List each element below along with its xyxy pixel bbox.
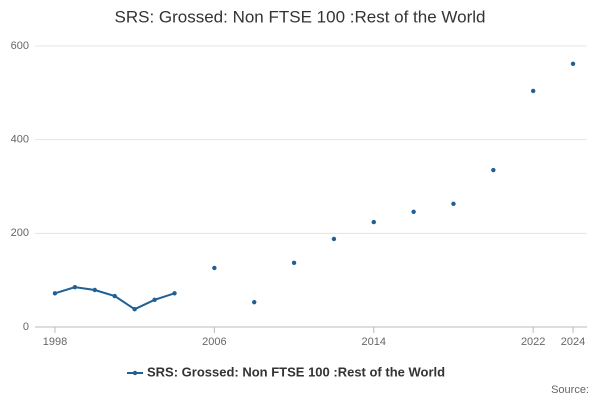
source: Source: <box>551 384 589 396</box>
x-tick-label: 2024 <box>561 336 585 348</box>
data-point <box>570 61 576 66</box>
y-tick-label: 400 <box>11 134 29 146</box>
data-point <box>451 201 456 207</box>
data-point <box>152 297 157 303</box>
chart-title: SRS: Grossed: Non FTSE 100 :Rest of the … <box>114 7 485 26</box>
y-tick-label: 600 <box>11 40 29 52</box>
data-point <box>252 299 257 305</box>
data-point <box>92 287 98 293</box>
data-point <box>172 291 177 296</box>
x-tick-label: 1998 <box>43 336 67 348</box>
data-point <box>530 88 536 94</box>
data-point <box>331 236 337 242</box>
data-point <box>72 284 78 290</box>
data-point <box>52 291 58 296</box>
data-point <box>212 265 217 271</box>
data-point <box>291 260 297 266</box>
legend-dot <box>132 370 138 376</box>
x-tick-label: 2014 <box>362 336 386 348</box>
data-point <box>371 219 376 225</box>
y-tick-label: 0 <box>23 321 29 333</box>
y-tick-label: 200 <box>11 227 29 239</box>
x-tick-label: 2006 <box>202 336 226 348</box>
data-point <box>491 167 496 173</box>
data-point <box>112 293 117 299</box>
legend-label: SRS: Grossed: Non FTSE 100 :Rest of the … <box>147 364 445 379</box>
x-tick-label: 2022 <box>521 336 545 348</box>
data-point <box>411 209 416 214</box>
data-point <box>132 307 137 312</box>
